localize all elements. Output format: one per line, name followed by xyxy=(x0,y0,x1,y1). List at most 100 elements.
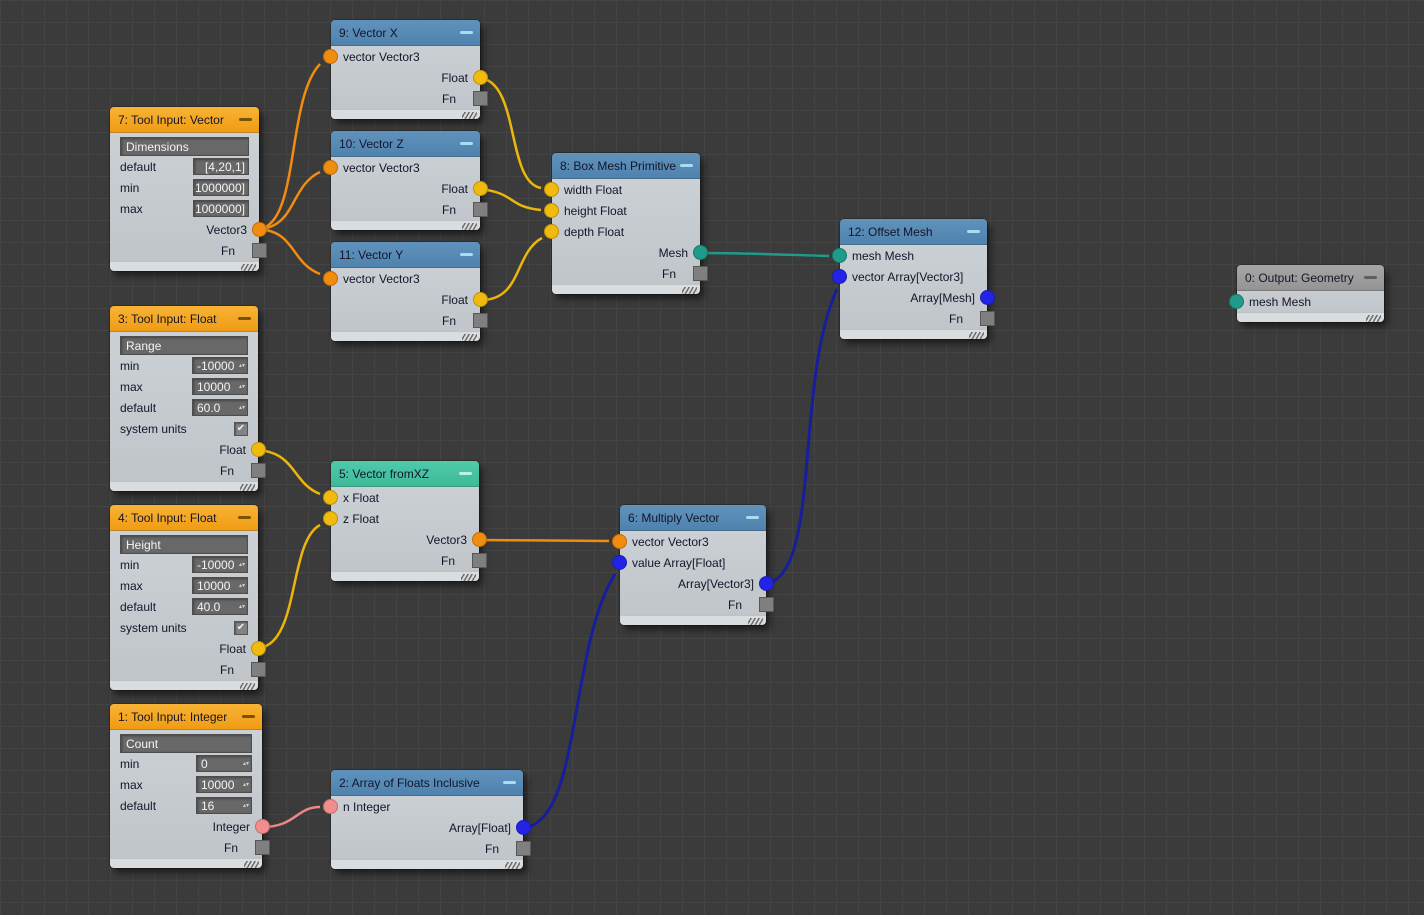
fn-slot[interactable] xyxy=(255,840,270,855)
max-value-input[interactable]: 0,1000000] xyxy=(193,200,249,217)
node-header[interactable]: 0: Output: Geometry xyxy=(1237,265,1384,291)
wire-2-to-6[interactable] xyxy=(522,573,617,830)
system-units-checkbox[interactable]: ✔ xyxy=(234,620,248,635)
node-7-tool-input-vector[interactable]: 7: Tool Input: Vector Dimensions default… xyxy=(110,107,267,271)
default-spinner[interactable]: 40.0 ▴▾ xyxy=(192,598,248,615)
input-port-value-array[interactable] xyxy=(612,555,627,570)
node-8-box-mesh-primitive[interactable]: 8: Box Mesh Primitive width Float height… xyxy=(544,153,708,294)
node-12-offset-mesh[interactable]: 12: Offset Mesh mesh Mesh vector Array[V… xyxy=(832,219,995,339)
wire-3-to-5[interactable] xyxy=(257,448,321,496)
output-port-vector3[interactable] xyxy=(252,222,267,237)
resize-grip[interactable] xyxy=(462,112,477,119)
fn-slot[interactable] xyxy=(472,553,487,568)
node-5-vector-fromxz[interactable]: 5: Vector fromXZ x Float z Float Vector3… xyxy=(323,461,487,581)
wire-5-to-6[interactable] xyxy=(478,538,610,543)
spinner-arrows-icon[interactable]: ▴▾ xyxy=(238,582,245,589)
input-port-depth[interactable] xyxy=(544,224,559,239)
output-port-float[interactable] xyxy=(251,442,266,457)
name-input[interactable]: Range xyxy=(120,336,248,355)
node-header[interactable]: 6: Multiply Vector xyxy=(620,505,766,531)
wire-9-to-8[interactable] xyxy=(479,76,542,190)
wire-7-to-10[interactable] xyxy=(258,170,321,231)
min-value-input[interactable]: ,-1000000] xyxy=(193,179,249,196)
input-port-z[interactable] xyxy=(323,511,338,526)
node-6-multiply-vector[interactable]: 6: Multiply Vector vector Vector3 value … xyxy=(612,505,774,625)
resize-grip[interactable] xyxy=(461,574,476,581)
output-port-array-vector3[interactable] xyxy=(759,576,774,591)
node-9-vector-x[interactable]: 9: Vector X vector Vector3 Float Fn xyxy=(323,20,488,119)
resize-grip[interactable] xyxy=(969,332,984,339)
max-spinner[interactable]: 10000 ▴▾ xyxy=(192,378,248,395)
default-spinner[interactable]: 16 ▴▾ xyxy=(196,797,252,814)
collapse-icon[interactable] xyxy=(242,715,255,718)
collapse-icon[interactable] xyxy=(238,317,251,320)
input-port-vector-array[interactable] xyxy=(832,269,847,284)
fn-slot[interactable] xyxy=(516,841,531,856)
input-port-height[interactable] xyxy=(544,203,559,218)
max-spinner[interactable]: 10000 ▴▾ xyxy=(192,577,248,594)
resize-grip[interactable] xyxy=(241,264,256,271)
collapse-icon[interactable] xyxy=(460,253,473,256)
fn-slot[interactable] xyxy=(980,311,995,326)
node-3-tool-input-float[interactable]: 3: Tool Input: Float Range min-100000▴▾ … xyxy=(110,306,266,491)
output-port-float[interactable] xyxy=(473,70,488,85)
spinner-arrows-icon[interactable]: ▴▾ xyxy=(238,383,245,390)
node-header[interactable]: 5: Vector fromXZ xyxy=(331,461,479,487)
collapse-icon[interactable] xyxy=(1364,276,1377,279)
resize-grip[interactable] xyxy=(244,861,259,868)
node-header[interactable]: 2: Array of Floats Inclusive xyxy=(331,770,523,796)
input-port-vector3[interactable] xyxy=(323,49,338,64)
spinner-arrows-icon[interactable]: ▴▾ xyxy=(242,802,249,809)
fn-slot[interactable] xyxy=(759,597,774,612)
input-port-vector3[interactable] xyxy=(612,534,627,549)
min-spinner[interactable]: -100000▴▾ xyxy=(192,357,248,374)
resize-grip[interactable] xyxy=(1366,315,1381,322)
fn-slot[interactable] xyxy=(251,662,266,677)
output-port-float[interactable] xyxy=(473,292,488,307)
input-port-width[interactable] xyxy=(544,182,559,197)
max-spinner[interactable]: 10000 ▴▾ xyxy=(196,776,252,793)
output-port-float[interactable] xyxy=(473,181,488,196)
fn-slot[interactable] xyxy=(252,243,267,258)
collapse-icon[interactable] xyxy=(239,118,252,121)
node-4-tool-input-float[interactable]: 4: Tool Input: Float Height min -100000▴▾… xyxy=(110,505,266,690)
wire-10-to-8[interactable] xyxy=(479,187,542,212)
collapse-icon[interactable] xyxy=(680,164,693,167)
name-input[interactable]: Count xyxy=(120,734,252,753)
spinner-arrows-icon[interactable]: ▴▾ xyxy=(238,404,245,411)
node-2-array-of-floats-inclusive[interactable]: 2: Array of Floats Inclusive n Integer A… xyxy=(323,770,531,869)
spinner-arrows-icon[interactable]: ▴▾ xyxy=(242,781,249,788)
fn-slot[interactable] xyxy=(693,266,708,281)
wire-8-to-12[interactable] xyxy=(699,251,830,258)
node-header[interactable]: 12: Offset Mesh xyxy=(840,219,987,245)
fn-slot[interactable] xyxy=(251,463,266,478)
min-spinner[interactable]: -100000▴▾ xyxy=(192,556,248,573)
output-port-array-float[interactable] xyxy=(516,820,531,835)
collapse-icon[interactable] xyxy=(238,516,251,519)
wire-7-to-9[interactable] xyxy=(258,63,321,231)
output-port-vector3[interactable] xyxy=(472,532,487,547)
default-value-input[interactable]: [4,20,1] xyxy=(193,158,249,175)
resize-grip[interactable] xyxy=(505,862,520,869)
input-port-mesh[interactable] xyxy=(832,248,847,263)
fn-slot[interactable] xyxy=(473,91,488,106)
spinner-arrows-icon[interactable]: ▴▾ xyxy=(238,603,245,610)
resize-grip[interactable] xyxy=(748,618,763,625)
node-1-tool-input-integer[interactable]: 1: Tool Input: Integer Count min 0 ▴▾ max 1… xyxy=(110,704,270,868)
name-input[interactable]: Dimensions xyxy=(120,137,249,156)
collapse-icon[interactable] xyxy=(460,31,473,34)
resize-grip[interactable] xyxy=(462,334,477,341)
system-units-checkbox[interactable]: ✔ xyxy=(234,421,248,436)
output-port-float[interactable] xyxy=(251,641,266,656)
node-header[interactable]: 7: Tool Input: Vector xyxy=(110,107,259,133)
node-header[interactable]: 1: Tool Input: Integer xyxy=(110,704,262,730)
output-port-integer[interactable] xyxy=(255,819,270,834)
node-11-vector-y[interactable]: 11: Vector Y vector Vector3 Float Fn xyxy=(323,242,488,341)
wire-11-to-8[interactable] xyxy=(479,236,543,302)
node-header[interactable]: 11: Vector Y xyxy=(331,242,480,268)
input-port-vector3[interactable] xyxy=(323,271,338,286)
resize-grip[interactable] xyxy=(240,484,255,491)
wire-4-to-5[interactable] xyxy=(257,523,321,650)
collapse-icon[interactable] xyxy=(460,142,473,145)
